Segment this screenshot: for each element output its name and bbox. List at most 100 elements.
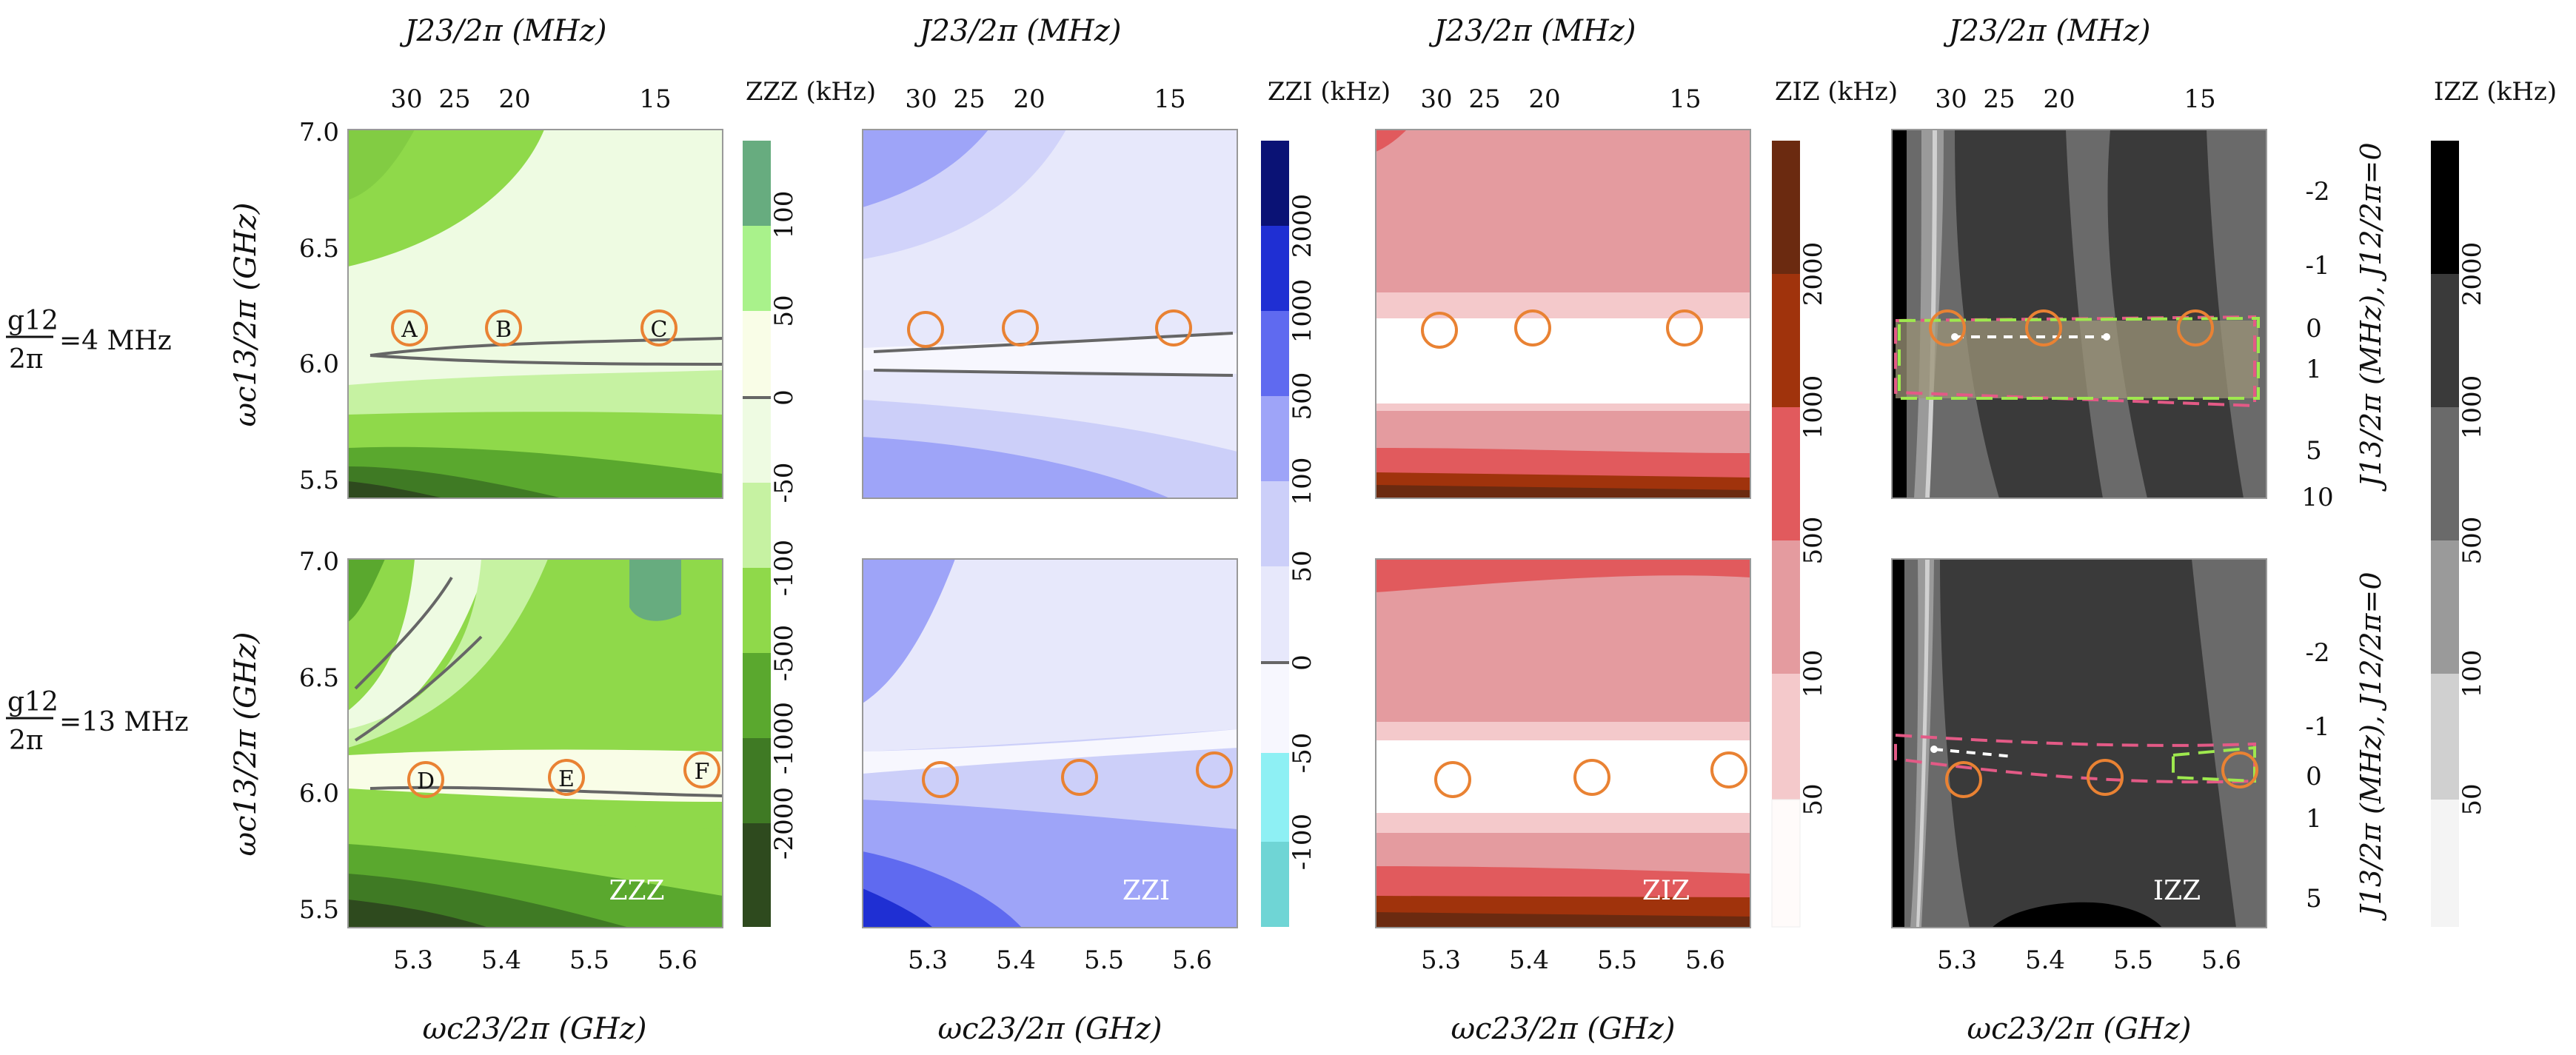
colorbar-zzz: ZZZ (kHz) 100 50 0 -50 -100 -500 -1000 -… (743, 77, 876, 927)
x-tick: 5.6 (1172, 945, 1212, 975)
cb-label: -500 (769, 625, 799, 681)
cb-label: -50 (1288, 733, 1317, 774)
top-axis-4: J23/2π (MHz) 30 25 20 15 (1935, 14, 2215, 114)
panel-zzi-top (862, 129, 1238, 499)
y-tick: 5.5 (299, 895, 339, 925)
right-tick: -1 (2305, 712, 2329, 742)
cb-label: 1000 (2458, 375, 2487, 440)
marker (1929, 309, 1966, 346)
right-tick: -2 (2305, 177, 2329, 207)
marker-d (407, 761, 444, 798)
tick: 15 (639, 84, 671, 114)
cb-label: 50 (2458, 783, 2487, 815)
tick: 30 (1935, 84, 1967, 114)
top-axes: J23/2π (MHz) 30 25 20 15 J23/2π (MHz) 30… (390, 14, 2215, 114)
panel-zzi-bottom: ZZI (862, 558, 1238, 928)
tick: 15 (1669, 84, 1701, 114)
marker-f-label: F (695, 759, 710, 785)
top-axis-title: J23/2π (MHz) (400, 14, 607, 48)
cb-label: 0 (1288, 654, 1317, 671)
izz-right-axes: -2 -1 0 1 5 10 J13/2π (MHz), J12/2π=0 -2… (2301, 142, 2387, 921)
cb-label: 50 (769, 295, 799, 326)
panel-zzz-top: A B C (347, 129, 723, 499)
y-tick: 7.0 (299, 118, 339, 147)
cb-label: 1000 (1288, 279, 1317, 344)
y-tick: 7.0 (299, 547, 339, 577)
cb-label: -2000 (769, 787, 799, 860)
row-label-bottom-value: =13 MHz (59, 707, 189, 737)
y-tick: 6.0 (299, 349, 339, 379)
marker (1945, 761, 1982, 798)
x-tick: 5.3 (393, 945, 433, 975)
bottom-axes: 5.3 5.4 5.5 5.6 ωc23/2π (GHz) 5.3 5.4 5.… (393, 945, 2241, 1046)
right-axis-title: J13/2π (MHz), J12/2π=0 (2355, 142, 2387, 492)
cb-label: -50 (769, 463, 799, 503)
tick: 30 (905, 84, 937, 114)
cb-label: 2000 (1799, 242, 1828, 307)
marker (1155, 309, 1192, 346)
right-tick: 5 (2306, 884, 2322, 914)
marker-d-label: D (417, 768, 435, 794)
cb-label: -100 (1288, 814, 1317, 870)
y-tick: 6.0 (299, 779, 339, 808)
panel-zzz-bottom: D E F ZZZ (347, 558, 723, 928)
marker (2087, 759, 2124, 796)
x-tick: 5.4 (996, 945, 1036, 975)
top-axis-1: J23/2π (MHz) 30 25 20 15 (390, 14, 671, 114)
right-tick: -1 (2305, 251, 2329, 281)
marker (2025, 309, 2062, 346)
y-tick: 5.5 (299, 466, 339, 495)
right-tick: 0 (2306, 314, 2322, 344)
tick: 20 (1528, 84, 1560, 114)
x-tick: 5.6 (1685, 945, 1725, 975)
row-label-bottom-den: 2π (9, 726, 44, 756)
tick: 25 (953, 84, 985, 114)
row-label-top-num: g12 (7, 306, 58, 336)
cb-label: 50 (1799, 783, 1828, 815)
marker-b (485, 309, 522, 346)
zzz-top-markers: A B C (391, 309, 678, 346)
marker (1514, 309, 1551, 346)
row-label-top-den: 2π (9, 344, 44, 375)
x-axis-title: ωc23/2π (GHz) (1451, 1012, 1676, 1046)
cb-label: 1000 (1799, 375, 1828, 440)
cb-label: 500 (1799, 517, 1828, 565)
x-axis-title: ωc23/2π (GHz) (938, 1012, 1162, 1046)
marker (907, 311, 944, 348)
x-tick: 5.3 (1937, 945, 1977, 975)
panel-izz-top (1891, 129, 2267, 499)
marker (2221, 751, 2258, 788)
panel-ziz-top (1375, 129, 1751, 499)
zzz-top-heatmap (348, 130, 723, 498)
marker-f (683, 751, 720, 788)
marker (1061, 759, 1098, 796)
marker-e (548, 759, 585, 796)
cb-label: 100 (1799, 650, 1828, 698)
top-axis-2: J23/2π (MHz) 30 25 20 15 (905, 14, 1185, 114)
row-labels: g12 2π =4 MHz g12 2π =13 MHz (6, 306, 189, 756)
cb-label: 50 (1288, 550, 1317, 582)
cb-label: 100 (2458, 650, 2487, 698)
right-tick: -2 (2305, 638, 2329, 668)
tick: 20 (498, 84, 530, 114)
cb-label: 500 (1288, 372, 1317, 421)
cb-label: 2000 (1288, 194, 1317, 258)
marker-c-label: C (651, 317, 668, 343)
x-tick: 5.6 (2201, 945, 2241, 975)
top-axis-title: J23/2π (MHz) (1944, 14, 2151, 48)
marker (1710, 751, 1747, 788)
tick: 30 (1420, 84, 1452, 114)
colorbar-title: ZZI (kHz) (1268, 77, 1391, 107)
cb-label: 0 (769, 389, 799, 406)
marker-c (640, 309, 678, 346)
row-label-bottom-num: g12 (7, 687, 58, 717)
top-axis-title: J23/2π (MHz) (914, 14, 1122, 48)
cb-label: -100 (769, 540, 799, 596)
tick: 20 (1013, 84, 1045, 114)
marker (1421, 312, 1458, 349)
marker (1666, 309, 1703, 346)
tick: 25 (438, 84, 470, 114)
right-tick: 5 (2306, 436, 2322, 466)
cb-label: 100 (1288, 458, 1317, 506)
